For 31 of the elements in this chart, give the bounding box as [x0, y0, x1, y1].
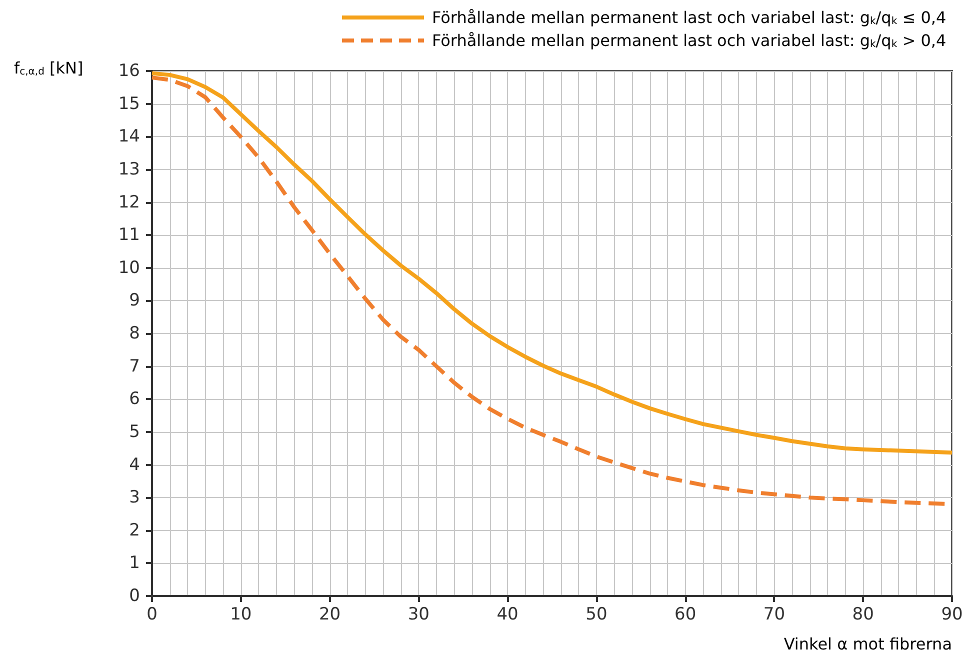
y-axis-title: fc,α,d [kN] [14, 58, 84, 78]
x-tick-label: 10 [230, 604, 252, 624]
y-tick-label: 12 [118, 192, 140, 212]
y-tick-label: 13 [118, 159, 140, 180]
y-tick-label: 14 [118, 126, 140, 147]
legend-label: Förhållande mellan permanent last och variabel last: gk/qk > 0,4 [432, 31, 946, 50]
y-tick-label: 5 [129, 422, 140, 442]
x-tick-label: 40 [496, 604, 518, 624]
x-tick-label: 60 [674, 604, 696, 624]
y-tick-label: 7 [129, 356, 140, 376]
y-tick-label: 10 [118, 258, 140, 278]
x-tick-label: 0 [146, 604, 158, 624]
y-tick-label: 8 [129, 324, 140, 344]
y-tick-label: 11 [118, 225, 140, 246]
x-tick-label: 80 [852, 604, 874, 624]
x-axis-title: Vinkel α mot fibrerna [784, 634, 952, 654]
y-tick-label: 2 [129, 520, 140, 540]
y-tick-label: 9 [129, 290, 140, 311]
legend-label: Förhållande mellan permanent last och variabel last: gk/qk ≤ 0,4 [432, 8, 946, 27]
x-tick-label: 70 [763, 604, 786, 624]
y-tick-label: 15 [118, 94, 140, 114]
x-tick-label: 90 [941, 604, 963, 624]
x-tick-label: 20 [318, 604, 341, 624]
y-tick-label: 16 [118, 61, 140, 81]
y-tick-label: 6 [129, 389, 140, 410]
y-tick-label: 4 [129, 454, 140, 475]
x-tick-label: 50 [586, 604, 608, 624]
x-tick-label: 30 [408, 604, 430, 624]
y-tick-label: 0 [129, 586, 140, 606]
y-tick-label: 3 [129, 488, 140, 508]
y-tick-label: 1 [129, 553, 140, 574]
